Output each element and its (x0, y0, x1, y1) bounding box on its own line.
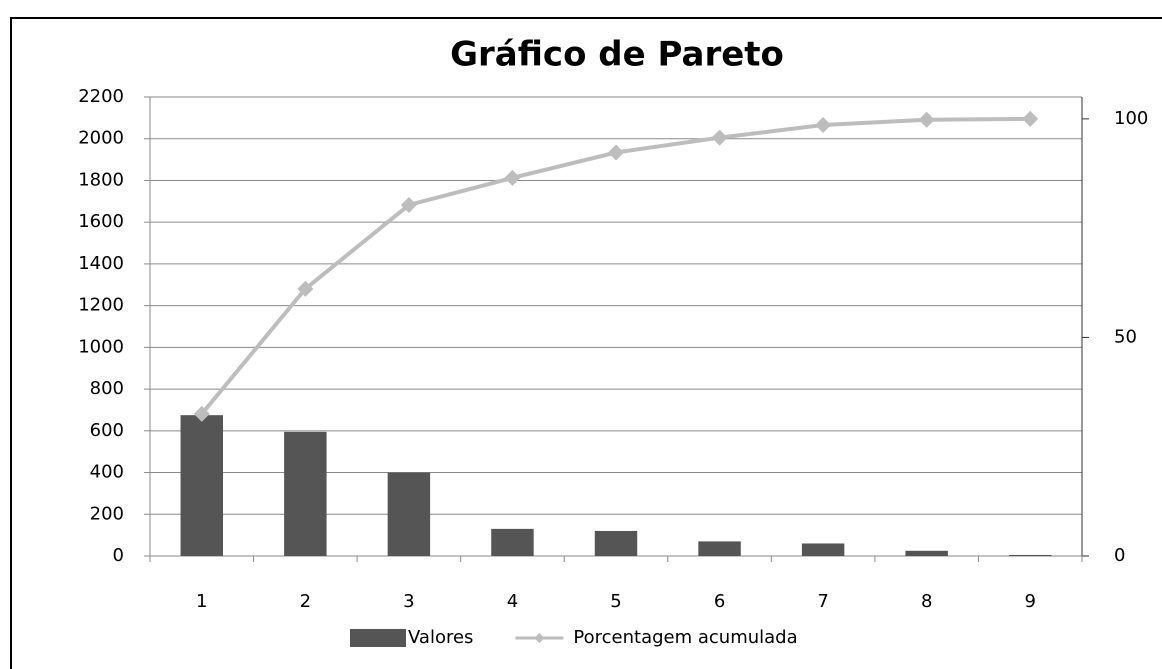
y-tick-label: 1200 (78, 295, 124, 316)
line-marker (1022, 110, 1039, 127)
legend-marker (534, 633, 545, 643)
y-tick-label: 2200 (78, 86, 124, 107)
bar (180, 415, 224, 556)
line-marker (400, 196, 417, 213)
x-tick-label: 8 (921, 591, 932, 612)
y2-tick-label: 100 (1114, 108, 1148, 129)
bar (698, 541, 741, 556)
bar (905, 550, 948, 556)
y-tick-label: 1600 (78, 211, 124, 232)
line-marker (504, 169, 521, 186)
y2-tick-label: 50 (1114, 326, 1137, 347)
y-tick-label: 600 (90, 420, 124, 441)
bar (594, 530, 638, 556)
bar (801, 543, 845, 556)
legend-label: Valores (408, 627, 473, 648)
line-marker (918, 111, 935, 128)
x-tick-label: 9 (1024, 591, 1035, 612)
chart-title: Gráfico de Pareto (450, 35, 784, 75)
line-marker (193, 405, 210, 422)
x-tick-label: 5 (610, 591, 621, 612)
y2-tick-label: 0 (1114, 545, 1125, 566)
y-tick-label: 1400 (78, 253, 124, 274)
y-tick-label: 2000 (78, 128, 124, 149)
x-tick-label: 3 (403, 591, 414, 612)
y-tick-label: 0 (113, 545, 124, 566)
y-tick-label: 800 (90, 378, 124, 399)
y-tick-label: 200 (90, 503, 124, 524)
x-tick-label: 6 (714, 591, 725, 612)
y-tick-label: 1800 (78, 169, 124, 190)
y-tick-label: 400 (90, 462, 124, 483)
x-tick-label: 2 (300, 591, 311, 612)
x-tick-label: 7 (817, 591, 828, 612)
legend-swatch (350, 629, 406, 647)
line-marker (815, 116, 832, 133)
bar (491, 528, 534, 556)
bar (284, 431, 327, 556)
legend-label: Porcentagem acumulada (573, 627, 797, 648)
bar (387, 472, 431, 556)
y-tick-label: 1000 (78, 336, 124, 357)
x-tick-label: 4 (507, 591, 518, 612)
line-marker (608, 144, 624, 161)
x-tick-label: 1 (196, 591, 207, 612)
line-marker (297, 280, 314, 297)
bar (1008, 554, 1052, 556)
line-marker (711, 129, 728, 146)
